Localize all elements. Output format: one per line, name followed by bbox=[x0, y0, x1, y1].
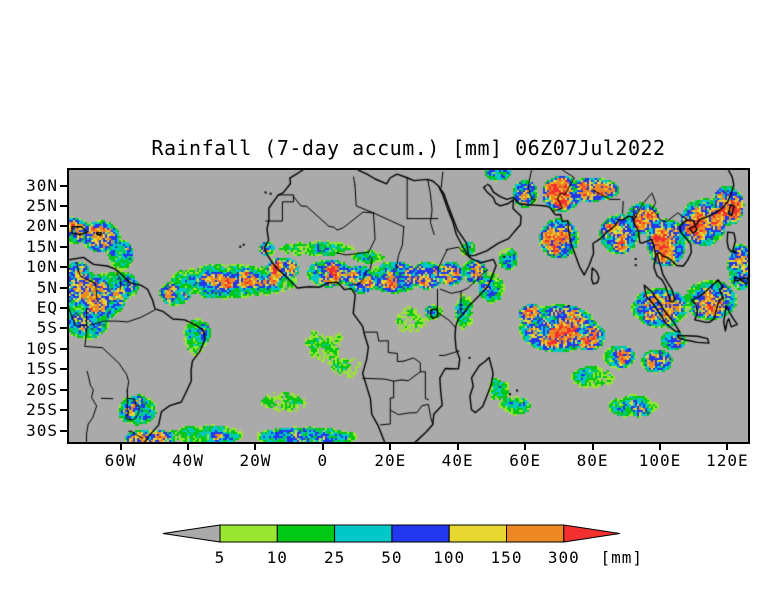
colorbar-segment bbox=[219, 524, 278, 543]
lat-tick bbox=[60, 204, 67, 207]
colorbar-tick-label: 5 bbox=[215, 548, 226, 567]
lat-tick-label: 20S bbox=[26, 379, 58, 399]
rainfall-map-canvas bbox=[69, 170, 748, 442]
chart-title: Rainfall (7-day accum.) [mm] 06Z07Jul202… bbox=[151, 136, 666, 160]
colorbar-tick-label: 300 bbox=[548, 548, 580, 567]
lon-tick bbox=[726, 444, 729, 450]
lat-tick-label: 20N bbox=[26, 216, 58, 236]
lat-tick-label: 10S bbox=[26, 338, 58, 358]
lat-tick bbox=[60, 327, 67, 330]
lon-tick bbox=[254, 444, 257, 450]
lon-tick bbox=[119, 444, 122, 450]
lat-tick bbox=[60, 388, 67, 391]
colorbar-tick-label: 10 bbox=[267, 548, 288, 567]
lat-tick bbox=[60, 368, 67, 371]
colorbar-tick-label: 150 bbox=[491, 548, 523, 567]
colorbar-segment bbox=[334, 524, 393, 543]
lat-tick bbox=[60, 225, 67, 228]
lat-tick-label: 30S bbox=[26, 420, 58, 440]
lon-tick bbox=[456, 444, 459, 450]
lat-tick-label: 5S bbox=[36, 318, 58, 338]
lon-tick bbox=[187, 444, 189, 450]
lon-tick-label: 20W bbox=[239, 451, 272, 470]
colorbar-segment bbox=[276, 524, 336, 543]
colorbar-segment bbox=[448, 524, 508, 543]
lat-tick bbox=[60, 429, 67, 432]
lon-tick-label: 60W bbox=[104, 451, 137, 470]
map-frame bbox=[67, 168, 750, 444]
colorbar-tick-label: 100 bbox=[433, 548, 465, 567]
lat-tick-label: 30N bbox=[26, 175, 58, 195]
lat-tick bbox=[60, 307, 67, 310]
lon-tick-label: 60E bbox=[509, 451, 542, 470]
lon-tick bbox=[524, 444, 527, 450]
colorbar-tick-label: 50 bbox=[381, 548, 402, 567]
lon-tick bbox=[321, 444, 324, 450]
lat-tick-label: 25S bbox=[26, 400, 58, 420]
lat-tick-label: 15N bbox=[26, 236, 58, 256]
lat-tick bbox=[60, 409, 67, 412]
colorbar-segment bbox=[506, 524, 565, 543]
colorbar-segment bbox=[391, 524, 450, 543]
lon-tick-label: 0 bbox=[317, 451, 329, 470]
colorbar-above-arrow bbox=[563, 524, 620, 543]
lon-tick-label: 20E bbox=[374, 451, 407, 470]
lat-tick-label: 15S bbox=[26, 359, 58, 379]
colorbar-below-arrow bbox=[162, 524, 221, 543]
lon-tick-label: 40W bbox=[172, 451, 204, 470]
lat-tick bbox=[60, 286, 67, 289]
lat-tick bbox=[60, 266, 67, 269]
colorbar-unit-label: [mm] bbox=[601, 548, 644, 567]
lat-tick-label: 10N bbox=[26, 257, 58, 277]
lat-tick bbox=[60, 245, 67, 248]
lat-tick-label: 25N bbox=[26, 195, 58, 215]
lat-tick bbox=[60, 184, 67, 187]
colorbar-tick-label: 25 bbox=[324, 548, 345, 567]
lon-tick bbox=[389, 444, 392, 450]
lon-tick-label: 80E bbox=[576, 451, 609, 470]
lon-tick bbox=[591, 444, 594, 450]
lon-tick-label: 40E bbox=[441, 451, 474, 470]
lat-tick-label: 5N bbox=[36, 277, 58, 297]
colorbar: 5 10 25 50 100 150 300 [mm] bbox=[162, 524, 644, 567]
lon-tick-label: 120E bbox=[706, 451, 749, 470]
lat-tick bbox=[60, 347, 67, 350]
lon-tick-label: 100E bbox=[638, 451, 682, 470]
lat-tick-label: EQ bbox=[36, 298, 58, 318]
lon-tick bbox=[659, 444, 661, 450]
